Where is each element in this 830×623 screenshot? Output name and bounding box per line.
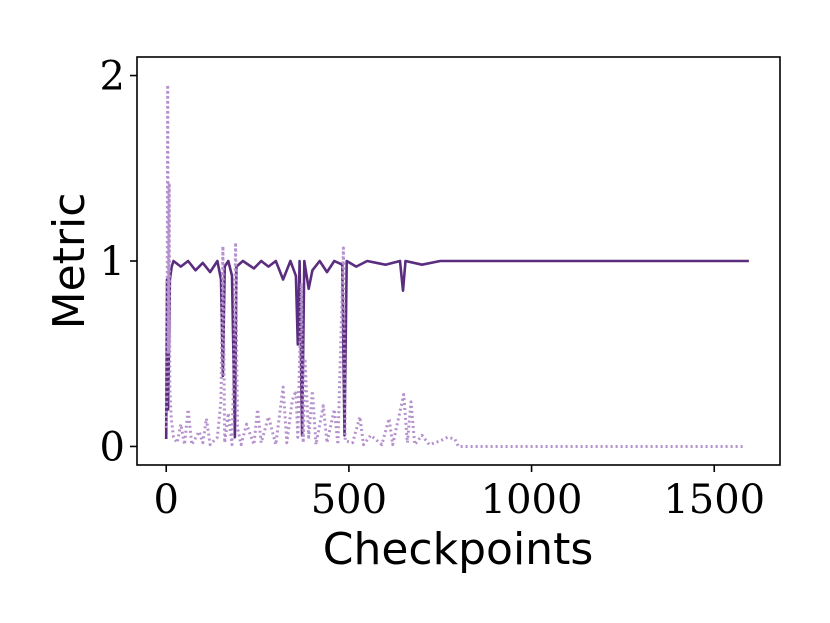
y-axis-title: Metric [44, 193, 95, 330]
y-tick-label: 0 [100, 424, 125, 470]
y-tick-label: 1 [100, 239, 125, 285]
x-tick-label: 1000 [481, 477, 583, 523]
y-axis: 0 1 2 [100, 54, 137, 470]
series-line-dotted [164, 83, 744, 448]
x-axis-title: Checkpoints [323, 524, 594, 575]
x-tick-label: 1500 [663, 477, 765, 523]
series-line-solid [164, 259, 749, 440]
plot-series [164, 83, 749, 448]
y-tick-label: 2 [100, 54, 125, 100]
x-tick-label: 0 [154, 477, 179, 523]
x-tick-label: 500 [311, 477, 387, 523]
x-axis: 0 500 1000 1500 [154, 465, 765, 523]
